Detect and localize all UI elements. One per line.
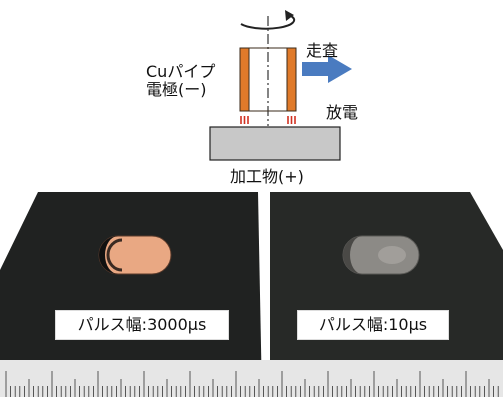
workpiece-label: 加工物(+) xyxy=(230,167,304,186)
left-photo-label: パルス幅:3000μs xyxy=(56,311,228,339)
discharge-sparks xyxy=(240,116,296,124)
right-machined-slot xyxy=(342,235,420,275)
electrode-wall-right xyxy=(286,47,297,112)
ruler-ticks xyxy=(5,371,499,397)
right-photo-label: パルス幅:10μs xyxy=(298,311,448,339)
electrode-wall-left xyxy=(239,47,250,112)
right-sample-plate xyxy=(270,192,503,397)
workpiece xyxy=(209,126,341,161)
electrode-label-line1: Cuパイプ xyxy=(146,62,216,81)
discharge-label: 放電 xyxy=(326,103,359,122)
scan-label: 走査 xyxy=(306,41,339,60)
electrode-label: Cuパイプ 電極(ー) xyxy=(146,62,216,100)
electrode-label-line2: 電極(ー) xyxy=(146,80,207,100)
rotation-arrow-icon xyxy=(240,10,296,30)
left-sample-plate xyxy=(0,192,262,397)
left-machined-slot xyxy=(98,235,172,275)
scan-arrow-icon xyxy=(302,55,352,83)
sample-photos xyxy=(0,192,503,397)
edm-schematic xyxy=(209,10,352,161)
ruler xyxy=(0,360,503,397)
